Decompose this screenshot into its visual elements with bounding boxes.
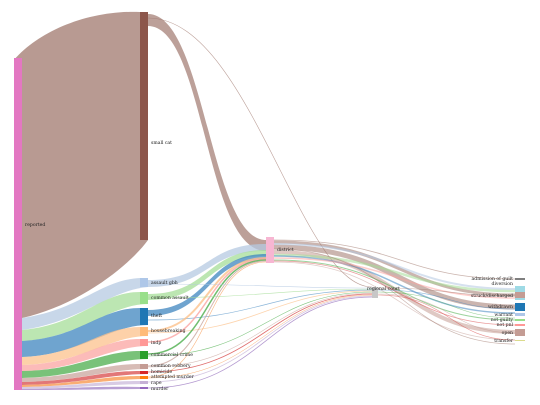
link-attempted-district [147, 261, 267, 378]
node-admission-of-guilt [515, 278, 525, 280]
link-theft-district [148, 254, 266, 316]
label-theft: theft [151, 313, 162, 319]
link-district-not-guilty [273, 259, 516, 321]
link-housebreaking-district [147, 257, 267, 332]
link-district-withdrawn [273, 244, 516, 310]
node-housebreaking [140, 327, 148, 336]
link-commercial-regional [147, 291, 373, 357]
node-reported [14, 58, 22, 390]
links-categories-to-courts [147, 14, 373, 389]
label-small-cat: small cat [151, 140, 172, 146]
node-not-pnl [515, 324, 525, 326]
label-murder: murder [151, 386, 169, 392]
label-reported: reported [25, 222, 45, 228]
link-reported-assault [22, 278, 148, 330]
label-regional-court: regional court [367, 286, 400, 292]
link-small-cat-regional [147, 17, 373, 288]
link-reported-common-robbery [22, 364, 148, 382]
node-indp [140, 339, 148, 346]
links-district-to-outcomes [273, 239, 516, 345]
node-theft [140, 308, 148, 325]
node-small-cat [140, 12, 148, 240]
label-district: district [277, 247, 294, 253]
link-regional-open [377, 293, 516, 334]
link-robbery-district [147, 260, 267, 367]
link-regional-transfer [377, 294, 516, 341]
link-reported-common-assault [22, 292, 148, 341]
label-indp: indp [151, 340, 161, 346]
link-assault-regional [147, 283, 373, 289]
link-district-warrant [273, 255, 516, 314]
link-reported-commercial-crime [22, 351, 148, 378]
link-reported-homicide [22, 371, 148, 385]
label-commercial-crime: commercial crime [151, 352, 193, 358]
link-indp-district [147, 258, 267, 343]
label-struck-discharged: struck/discharged [471, 293, 513, 299]
link-common-assault-regional [147, 288, 373, 299]
link-district-guilty [273, 257, 516, 299]
links-reported-to-categories [14, 11, 148, 390]
link-robbery-regional [147, 292, 373, 368]
links-regional-to-outcomes [377, 287, 516, 341]
link-rape-regional [147, 295, 373, 383]
label-diversion: diversion [492, 281, 514, 287]
link-regional-guilty [377, 291, 516, 319]
label-common-robbery: common robbery [151, 363, 191, 369]
label-admission-of-guilt: admission of guilt [472, 276, 514, 282]
link-reported-small-cat [14, 11, 148, 318]
link-murder-regional [147, 296, 373, 389]
link-assault-district [148, 244, 266, 287]
label-transfer: transfer [494, 338, 514, 344]
node-not-guilty [515, 319, 525, 321]
link-regional-struck [377, 287, 516, 297]
link-regional-withdrawn [377, 289, 516, 310]
link-district-diversion-blue [273, 243, 516, 290]
node-open [515, 329, 525, 336]
node-transfer [515, 340, 525, 341]
nodes [14, 12, 525, 390]
label-warrant: warrant [494, 312, 513, 318]
node-withdrawn [515, 303, 525, 311]
node-common-robbery [140, 364, 148, 369]
link-district-admission [273, 239, 516, 280]
link-district-transfer [273, 261, 516, 341]
node-common-assault [140, 292, 148, 304]
node-assault-gbh [140, 278, 148, 287]
link-attempted-regional [147, 294, 373, 379]
link-reported-murder [22, 386, 148, 390]
label-assault-gbh: assault gbh [151, 280, 178, 286]
link-reported-attempted-murder [22, 376, 148, 387]
link-commercial-district [147, 259, 267, 355]
node-attempted-murder [140, 376, 148, 379]
node-regional-court [372, 287, 378, 298]
link-reported-rape [22, 381, 148, 389]
node-warrant [515, 313, 525, 316]
node-murder [140, 387, 148, 389]
node-district [266, 237, 274, 263]
label-open: open [502, 331, 513, 336]
label-attempted-murder: attempted murder [151, 374, 195, 380]
link-district-diversion [273, 253, 516, 293]
label-not-guilty: not guilty [491, 317, 514, 323]
link-homicide-regional [147, 293, 373, 373]
link-reported-housebreaking [22, 327, 148, 365]
label-rape: rape [151, 381, 162, 386]
label-homicide: homicide [151, 369, 173, 375]
link-common-assault-district [148, 250, 266, 300]
label-withdrawn: withdrawn [488, 304, 513, 310]
link-small-cat-district [148, 14, 266, 251]
node-rape [140, 381, 148, 384]
label-common-assault: common assault [151, 295, 189, 301]
link-reported-theft [22, 308, 148, 357]
link-housebreaking-regional [147, 290, 373, 334]
link-district-struck [273, 240, 516, 297]
node-commercial-crime [140, 351, 148, 359]
node-struck-discharged [515, 292, 525, 298]
link-reported-indp [22, 339, 148, 371]
label-housebreaking: housebreaking [151, 328, 186, 334]
labels: reported small cat assault gbh common as… [25, 140, 514, 392]
node-homicide [140, 371, 148, 374]
label-not-pnl: not pnl [497, 322, 514, 328]
